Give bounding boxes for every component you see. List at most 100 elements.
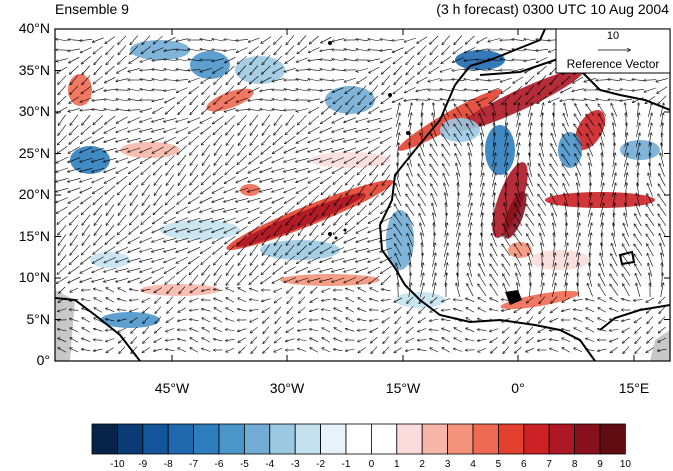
wind-vector [224,176,236,184]
wind-vector [418,164,426,177]
wind-vector [418,65,427,74]
wind-vector [344,49,356,52]
wind-vector [357,165,367,174]
wind-vector [260,188,273,191]
wind-vector [612,163,615,177]
wind-vector [492,103,497,117]
wind-vector [656,78,668,81]
wind-vector [550,75,559,85]
wind-vector [370,75,379,84]
wind-vector [58,114,66,126]
wind-vector [56,187,69,192]
wind-vector [176,59,188,62]
wind-vector [574,124,583,136]
wind-vector [298,114,307,125]
wind-vector [81,55,91,64]
wind-vector [140,117,153,122]
wind-vector [92,158,105,161]
wind-vector [440,67,452,72]
wind-vector [538,85,547,95]
wind-vector [189,185,200,195]
colorbar-swatch [167,423,194,455]
wind-vector [648,123,651,137]
anomaly-shading [492,162,528,238]
anomaly-shading [545,192,655,208]
wind-vector [368,58,380,61]
wind-vector [477,97,488,103]
wind-vector [648,173,653,187]
coastline-iberia [469,29,546,67]
wind-vector [153,106,164,113]
wind-vector [188,49,200,52]
wind-vector [164,69,176,72]
wind-vector [441,56,452,64]
wind-vector [332,87,344,93]
wind-vector [488,69,500,72]
wind-vector [212,39,224,42]
wind-vector [380,39,393,40]
wind-vector [224,187,237,193]
wind-vector [153,47,164,53]
wind-vector [561,87,572,92]
wind-vector [562,144,571,156]
wind-vector [129,56,140,64]
wind-vector [356,49,368,52]
wind-vector [369,146,380,154]
wind-vector [153,155,164,164]
anomaly-shading [500,290,580,310]
wind-vector [213,175,224,184]
wind-vector [128,147,141,152]
wind-vector [165,37,176,42]
wind-vector [57,66,68,73]
wind-vector [562,164,571,177]
wind-vector [417,76,428,83]
wind-vector [92,99,105,100]
wind-vector [345,165,356,174]
wind-vector [177,136,188,144]
wind-vector [237,155,247,165]
wind-vector [176,38,188,42]
wind-vector [70,114,79,125]
wind-vector [93,87,104,93]
wind-vector [406,65,415,74]
wind-vector [260,109,272,112]
anomaly-shading [140,284,220,296]
wind-vector [575,164,582,177]
wind-vector [224,107,236,112]
wind-vector [105,77,116,82]
wind-vector [596,80,609,81]
wind-vector [562,75,571,84]
wind-vector [550,174,559,186]
wind-vector [517,173,520,187]
colorbar-swatch [91,423,118,455]
plot-title-left: Ensemble 9 [55,1,129,17]
wind-vector [572,100,585,101]
wind-vector [406,184,414,197]
wind-vector [476,69,488,72]
wind-vector [308,176,320,183]
wind-vector [202,144,211,155]
anomaly-shading [260,240,340,260]
wind-vector [80,147,93,153]
wind-vector [512,49,524,52]
wind-vector [395,113,400,127]
wind-vector [190,144,199,155]
wind-vector [489,96,499,103]
wind-vector [454,35,463,45]
wind-vector [320,137,333,142]
wind-vector [80,177,93,182]
wind-vector [611,173,616,187]
wind-vector [636,113,639,127]
wind-vector [105,185,116,194]
colorbar-label: -8 [163,459,173,470]
wind-vector [406,75,415,84]
wind-vector [525,66,536,73]
colorbar-swatch [497,423,525,455]
wind-vector [58,95,67,104]
wind-vector [464,79,476,82]
wind-vector [260,88,272,91]
wind-vector [250,124,258,136]
wind-vector [574,144,583,157]
wind-vector [152,137,165,143]
wind-vector [164,118,177,121]
